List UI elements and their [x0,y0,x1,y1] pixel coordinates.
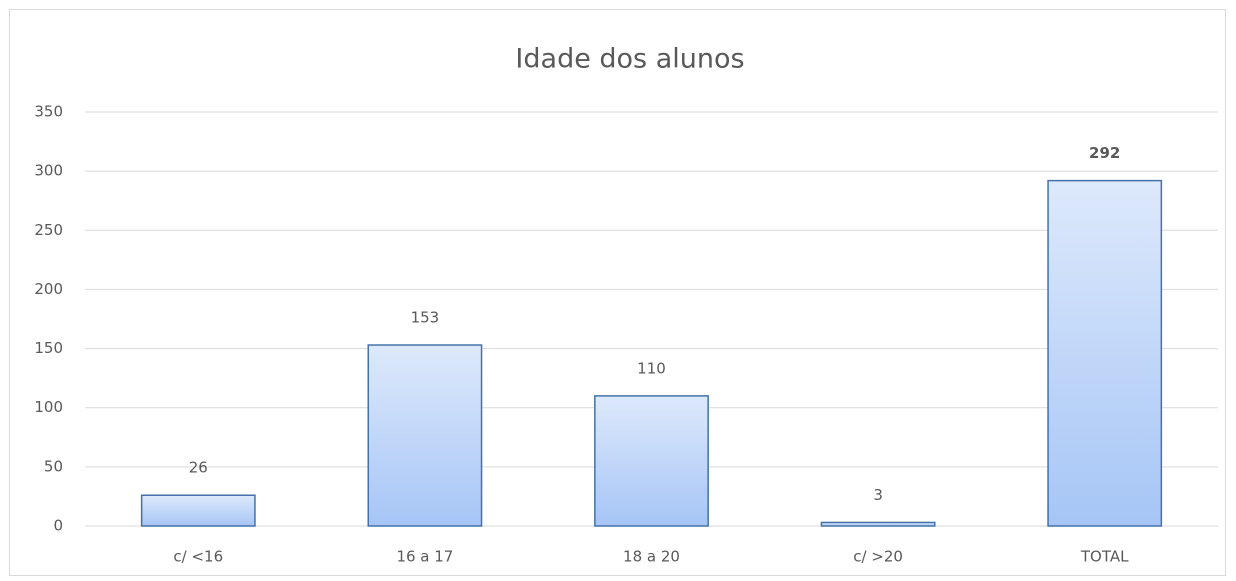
y-tick-label: 200 [34,280,63,298]
bar [140,494,256,527]
x-tick-label: c/ <16 [173,548,223,566]
data-label: 26 [189,459,208,477]
chart-title: Idade dos alunos [515,44,744,75]
bar [1047,179,1163,527]
y-tick-label: 350 [34,103,63,121]
y-tick-label: 300 [34,162,63,180]
data-label: 3 [873,486,883,504]
y-tick-label: 250 [34,221,63,239]
y-tick-label: 150 [34,339,63,357]
bar [820,521,936,527]
x-tick-label: c/ >20 [853,548,903,566]
data-label: 110 [637,359,666,377]
y-tick-label: 0 [53,517,63,535]
y-tick-label: 50 [44,457,63,475]
bar [594,395,709,527]
data-label: 153 [411,309,440,327]
x-tick-label: 18 a 20 [623,548,680,566]
y-tick-label: 100 [34,398,63,416]
x-tick-label: 16 a 17 [396,548,453,566]
x-tick-label: TOTAL [1080,548,1129,566]
data-label: 292 [1089,144,1120,162]
bar [367,344,483,527]
